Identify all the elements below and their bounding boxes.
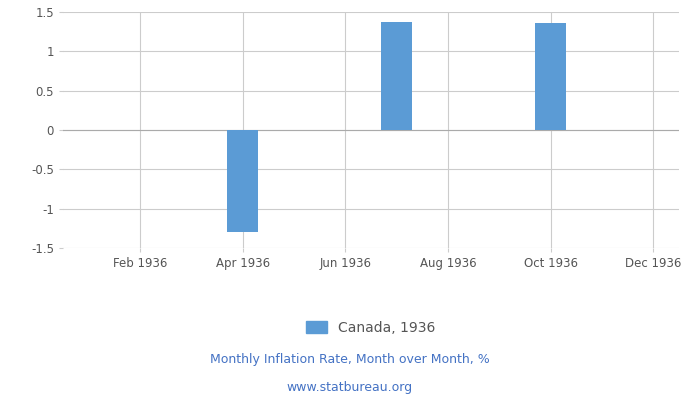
Text: www.statbureau.org: www.statbureau.org bbox=[287, 382, 413, 394]
Bar bbox=[382, 22, 412, 130]
Bar bbox=[536, 23, 566, 130]
Legend: Canada, 1936: Canada, 1936 bbox=[301, 315, 441, 340]
Bar bbox=[228, 130, 258, 232]
Text: Monthly Inflation Rate, Month over Month, %: Monthly Inflation Rate, Month over Month… bbox=[210, 354, 490, 366]
